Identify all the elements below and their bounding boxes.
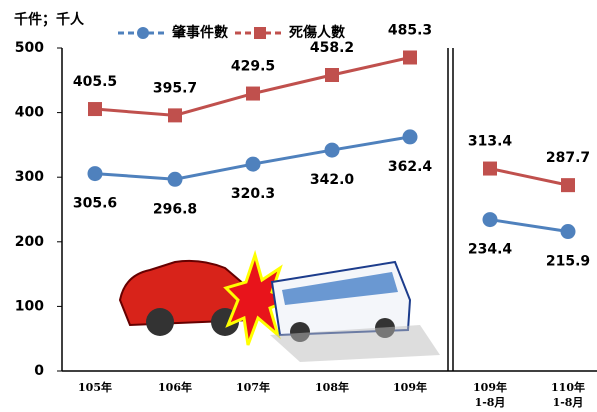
data-label: 234.4 xyxy=(468,242,513,258)
x-tick-label: 109年 xyxy=(393,381,427,394)
illustration xyxy=(118,249,440,362)
y-tick-label: 200 xyxy=(15,234,44,250)
legend-label: 死傷人數 xyxy=(288,24,345,41)
data-label: 287.7 xyxy=(546,150,590,166)
data-label: 296.8 xyxy=(153,201,197,217)
data-label: 362.4 xyxy=(388,159,433,175)
data-label: 405.5 xyxy=(73,74,117,90)
point-marker xyxy=(324,142,340,158)
point-marker xyxy=(168,108,182,123)
point-marker xyxy=(88,102,102,117)
y-tick-label: 500 xyxy=(15,40,44,56)
point-marker xyxy=(245,156,261,172)
data-label: 305.6 xyxy=(73,196,117,212)
x-tick-label: 107年 xyxy=(236,381,270,394)
y-axis-label: 千件；千人 xyxy=(14,11,85,28)
y-tick-label: 400 xyxy=(15,105,44,121)
data-label: 395.7 xyxy=(153,80,197,96)
legend-label: 肇事件數 xyxy=(172,24,228,41)
point-marker xyxy=(402,129,418,145)
data-label: 429.5 xyxy=(231,59,275,75)
x-tick-label: 108年 xyxy=(315,381,349,394)
y-tick-label: 300 xyxy=(15,169,44,185)
point-marker xyxy=(167,171,183,187)
point-marker xyxy=(246,86,260,101)
point-marker xyxy=(87,166,103,182)
legend-marker xyxy=(254,27,266,39)
y-tick-label: 0 xyxy=(34,363,44,379)
x-tick-label: 110年 1-8月 xyxy=(551,381,585,409)
data-label: 215.9 xyxy=(546,254,590,270)
point-marker xyxy=(325,68,339,83)
data-label: 320.3 xyxy=(231,186,275,202)
point-marker xyxy=(561,178,575,193)
series-line xyxy=(489,218,569,234)
series-line xyxy=(489,167,569,187)
data-label: 342.0 xyxy=(310,172,355,188)
point-marker xyxy=(560,224,576,240)
data-label: 313.4 xyxy=(468,134,513,150)
point-marker xyxy=(403,50,417,65)
point-marker xyxy=(482,212,498,228)
point-marker xyxy=(483,161,497,176)
legend-marker xyxy=(137,27,149,39)
data-label: 485.3 xyxy=(388,22,432,38)
x-tick-label: 109年 1-8月 xyxy=(473,381,507,409)
y-tick-label: 100 xyxy=(15,298,44,314)
x-tick-label: 105年 xyxy=(78,381,112,394)
data-label: 458.2 xyxy=(310,40,354,56)
x-tick-label: 106年 xyxy=(158,381,192,394)
